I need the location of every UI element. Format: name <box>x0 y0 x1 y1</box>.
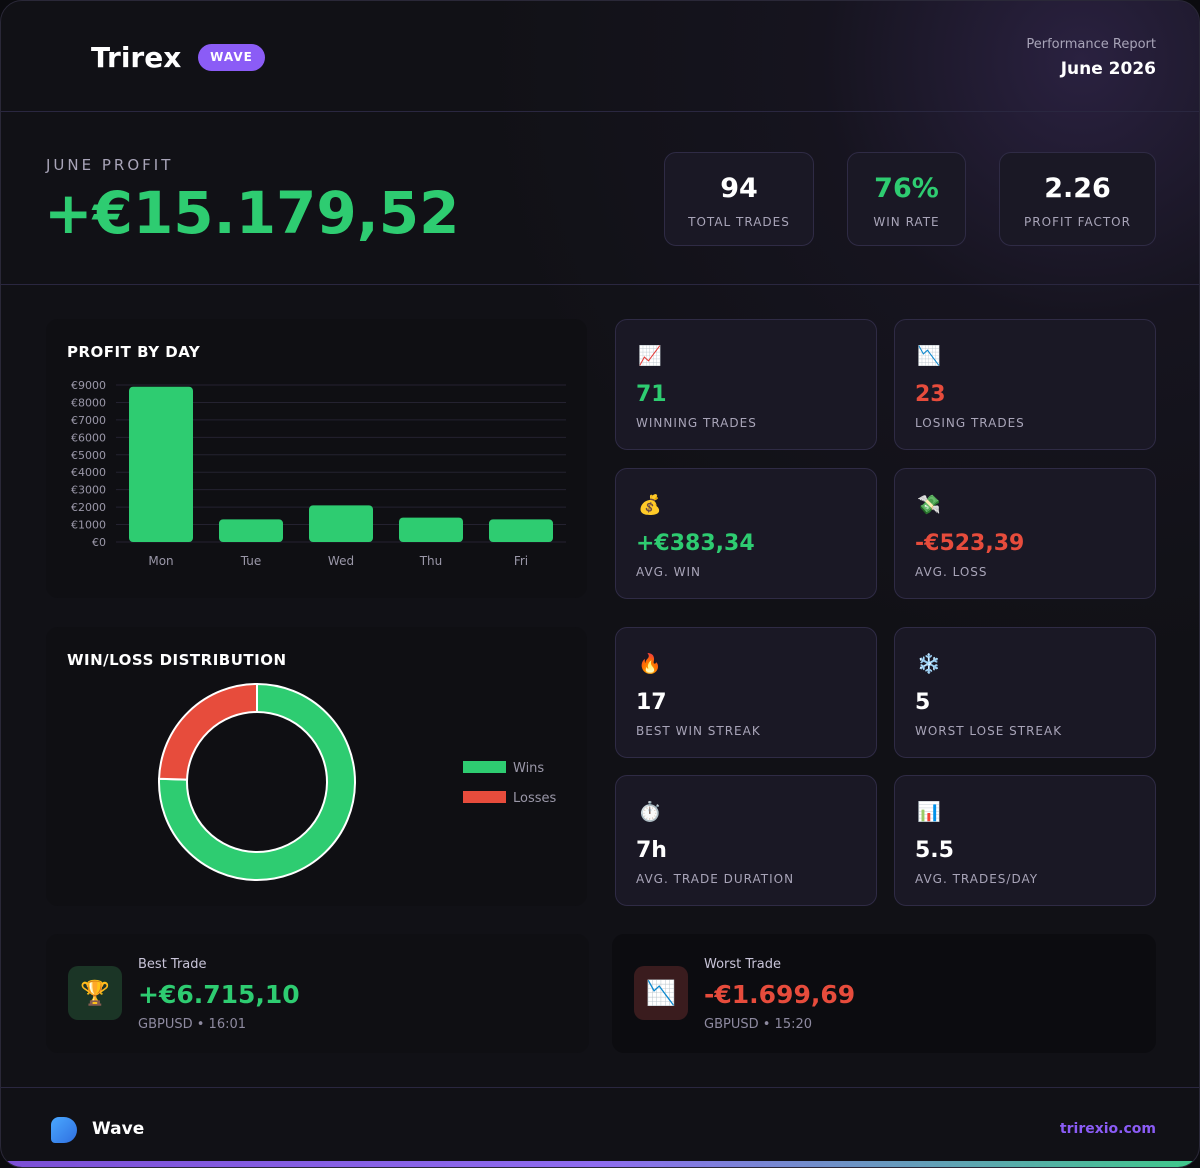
footer-url: trirexio.com <box>1059 1121 1156 1137</box>
bar <box>129 386 193 542</box>
card-value: 5 <box>915 690 931 715</box>
legend-swatch <box>463 761 506 773</box>
trade-label: Best Trade <box>138 957 207 972</box>
card-label: AVG. TRADE DURATION <box>636 872 795 886</box>
stat-card: 📈 71 WINNING TRADES <box>615 319 877 450</box>
trade-detail: GBPUSD • 16:01 <box>138 1017 247 1032</box>
report-label: Performance Report <box>1026 37 1156 52</box>
stat-value: 94 <box>720 173 758 204</box>
trade-panel: 📉 Worst Trade -€1.699,69 GBPUSD • 15:20 <box>612 934 1156 1053</box>
card-label: BEST WIN STREAK <box>636 724 761 738</box>
trade-label: Worst Trade <box>704 957 781 972</box>
card-label: AVG. LOSS <box>915 565 988 579</box>
stat-card: 💸 -€523,39 AVG. LOSS <box>894 468 1156 599</box>
card-value: 7h <box>636 838 667 863</box>
x-tick-label: Fri <box>514 554 528 568</box>
y-tick-label: €9000 <box>71 379 106 392</box>
card-value: 71 <box>636 382 667 407</box>
y-tick-label: €5000 <box>71 449 106 462</box>
stat-card: ❄️ 5 WORST LOSE STREAK <box>894 627 1156 758</box>
y-tick-label: €3000 <box>71 484 106 497</box>
x-tick-label: Mon <box>148 554 173 568</box>
card-icon: 💰 <box>638 494 662 516</box>
legend-label: Wins <box>513 761 544 776</box>
stat-label: PROFIT FACTOR <box>1024 215 1131 229</box>
stat-label: WIN RATE <box>873 215 940 229</box>
card-label: AVG. WIN <box>636 565 701 579</box>
card-icon: 🔥 <box>638 653 662 675</box>
card-icon: 📈 <box>638 345 662 367</box>
card-icon: ❄️ <box>917 653 941 675</box>
stat-card: 📉 23 LOSING TRADES <box>894 319 1156 450</box>
profit-label: JUNE PROFIT <box>46 156 174 174</box>
stat-card: 💰 +€383,34 AVG. WIN <box>615 468 877 599</box>
trade-panel: 🏆 Best Trade +€6.715,10 GBPUSD • 16:01 <box>46 934 589 1053</box>
stat-value: 2.26 <box>1044 173 1111 204</box>
profit: +€15.179,52 <box>44 179 460 247</box>
card-label: WORST LOSE STREAK <box>915 724 1063 738</box>
x-tick-label: Wed <box>328 554 354 568</box>
chart-panel: PROFIT BY DAY €0 €1000 €2000 €3000 €4000 €5000… <box>46 319 587 598</box>
card-icon: 💸 <box>917 494 941 516</box>
y-tick-label: €2000 <box>71 501 106 514</box>
footer-brand: Wave <box>92 1119 145 1139</box>
y-tick-label: €6000 <box>71 431 106 444</box>
stat-card: 📊 5.5 AVG. TRADES/DAY <box>894 775 1156 906</box>
period: June 2026 <box>1060 59 1156 79</box>
y-tick-label: €8000 <box>71 396 106 409</box>
brand: Trirex <box>91 41 182 74</box>
donut-slice <box>158 682 258 781</box>
stat-card: 🔥 17 BEST WIN STREAK <box>615 627 877 758</box>
card-icon: 📊 <box>917 801 941 823</box>
y-tick-label: €4000 <box>71 466 106 479</box>
y-tick-label: €7000 <box>71 414 106 427</box>
trade-detail: GBPUSD • 15:20 <box>704 1017 813 1032</box>
card-value: 5.5 <box>915 838 954 863</box>
chart-title: PROFIT BY DAY <box>67 343 201 361</box>
x-tick-label: Thu <box>419 554 443 568</box>
card-value: -€523,39 <box>915 531 1025 556</box>
trade-value: +€6.715,10 <box>138 980 300 1009</box>
trade-icon: 🏆 <box>68 966 122 1020</box>
x-tick-label: Tue <box>240 554 262 568</box>
y-tick-label: €1000 <box>71 519 106 532</box>
card-value: 17 <box>636 690 667 715</box>
bar-chart: PROFIT BY DAY €0 €1000 €2000 €3000 €4000 €5000… <box>67 343 566 568</box>
card-value: 23 <box>915 382 946 407</box>
bar <box>219 519 283 542</box>
stat-box: 94 TOTAL TRADES <box>664 152 814 246</box>
chart-title: WIN/LOSS DISTRIBUTION <box>67 651 287 669</box>
y-tick-label: €0 <box>92 536 106 549</box>
stat-value: 76% <box>874 173 939 204</box>
divider <box>1 111 1199 112</box>
stat-box: 2.26 PROFIT FACTOR <box>999 152 1156 246</box>
stat-label: TOTAL TRADES <box>688 215 790 229</box>
card-label: LOSING TRADES <box>915 416 1025 430</box>
divider <box>1 1087 1199 1088</box>
card-label: AVG. TRADES/DAY <box>915 872 1039 886</box>
stat-card: ⏱️ 7h AVG. TRADE DURATION <box>615 775 877 906</box>
accent-bar <box>1 1161 1199 1167</box>
card-value: +€383,34 <box>636 531 755 556</box>
trade-icon: 📉 <box>634 966 688 1020</box>
card-icon: 📉 <box>917 345 941 367</box>
card-icon: ⏱️ <box>638 801 662 823</box>
card-label: WINNING TRADES <box>636 416 757 430</box>
divider <box>1 284 1199 285</box>
legend-swatch <box>463 791 506 803</box>
trade-value: -€1.699,69 <box>704 980 856 1009</box>
bar <box>309 505 373 542</box>
chart-panel: WIN/LOSS DISTRIBUTION Wins Losses <box>46 627 587 906</box>
stat-box: 76% WIN RATE <box>847 152 966 246</box>
bar <box>489 519 553 542</box>
donut-slice <box>158 682 356 881</box>
logo <box>51 1117 77 1143</box>
bar <box>399 517 463 542</box>
donut-chart: WIN/LOSS DISTRIBUTION Wins Losses <box>67 651 557 881</box>
legend-label: Losses <box>513 791 557 806</box>
badge: WAVE <box>198 44 265 71</box>
